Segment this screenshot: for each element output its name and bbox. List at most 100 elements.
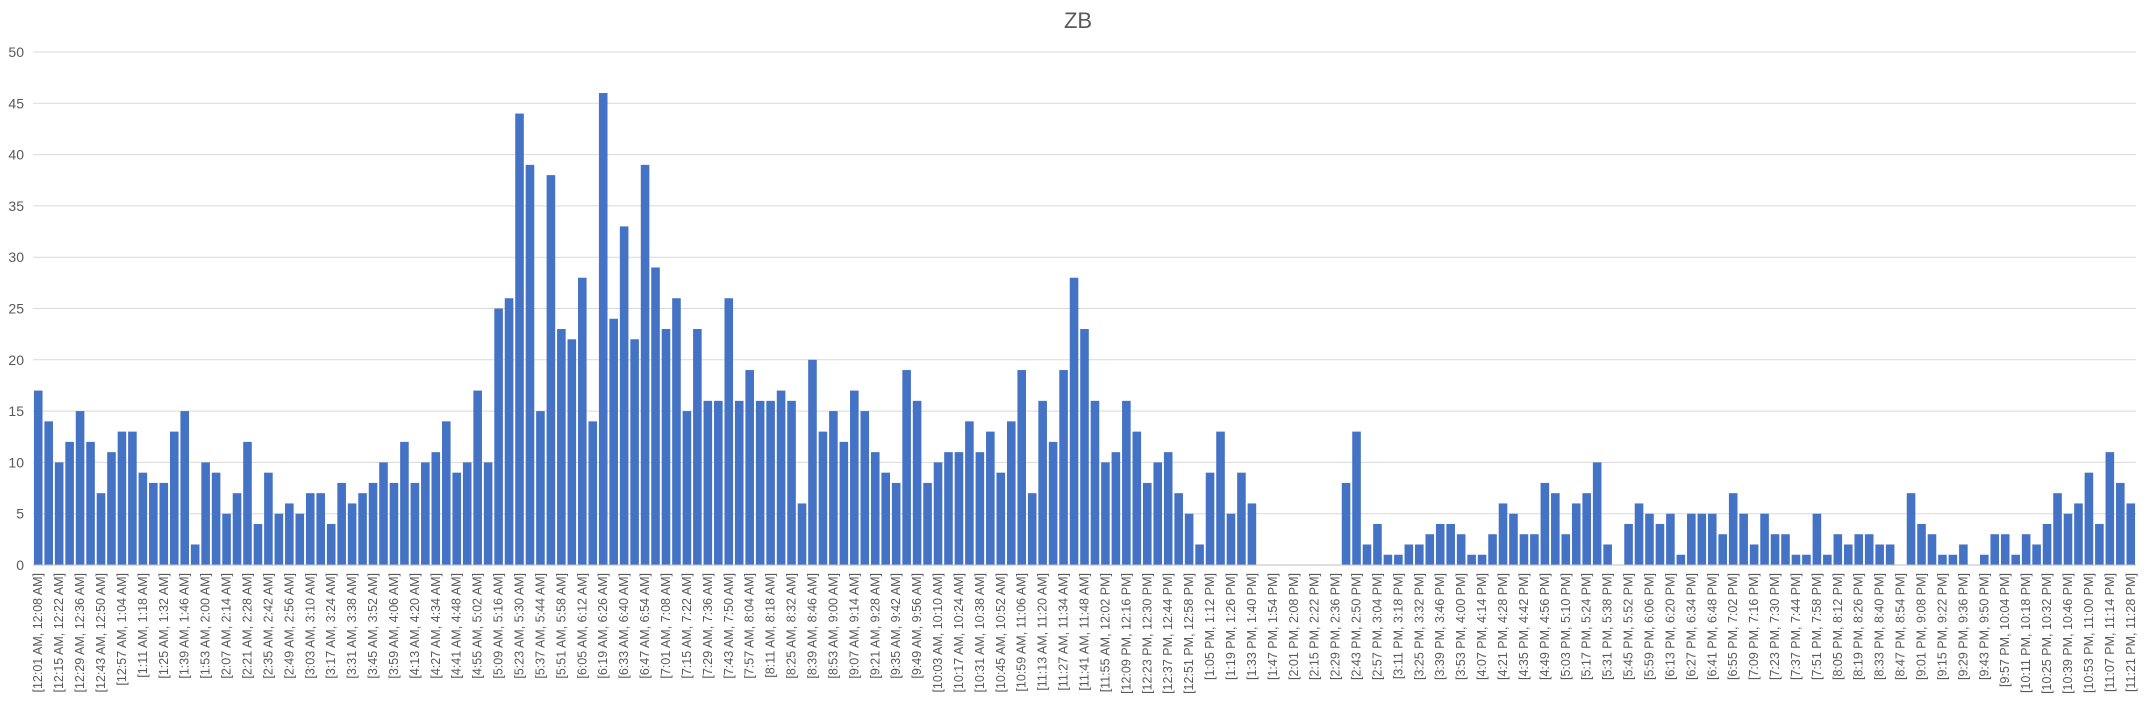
bar — [1352, 431, 1361, 565]
x-tick-label: [2:49 AM, 2:56 AM] — [282, 573, 296, 679]
bar — [536, 411, 545, 565]
bar — [734, 400, 744, 565]
bar — [724, 298, 734, 565]
bars — [33, 93, 2136, 566]
bar — [243, 441, 252, 565]
bar — [253, 523, 263, 565]
bar — [923, 482, 932, 565]
bar — [128, 431, 137, 565]
x-tick-label: [12:37 PM, 12:44 PM] — [1161, 573, 1175, 694]
y-tick-label: 25 — [8, 301, 24, 317]
bar — [316, 493, 326, 565]
x-tick-label: [8:39 AM, 8:46 AM] — [805, 573, 819, 679]
bar — [1770, 534, 1780, 565]
bar — [2000, 534, 2010, 565]
x-tick-label: [5:59 PM, 6:06 PM] — [1642, 573, 1656, 680]
x-tick-label: [2:29 PM, 2:36 PM] — [1329, 573, 1343, 680]
bar — [1655, 523, 1665, 565]
x-tick-label: [4:07 PM, 4:14 PM] — [1475, 573, 1489, 680]
bar — [107, 452, 116, 565]
bar — [2074, 503, 2083, 565]
x-tick-label: [9:21 AM, 9:28 AM] — [868, 573, 882, 679]
bar — [201, 462, 210, 565]
bar — [1122, 400, 1131, 565]
y-tick-label: 10 — [8, 454, 24, 470]
x-tick-label: [9:57 PM, 10:04 PM] — [1998, 573, 2012, 687]
bar — [808, 359, 817, 565]
x-tick-label: [5:37 AM, 5:44 AM] — [533, 573, 547, 679]
bar — [1791, 554, 1801, 565]
bar — [211, 472, 221, 565]
x-tick-label: [5:23 AM, 5:30 AM] — [513, 573, 527, 679]
bar — [902, 370, 911, 565]
bar — [54, 462, 64, 565]
bar — [1153, 462, 1163, 565]
bar — [1676, 554, 1686, 565]
bar — [1404, 544, 1414, 565]
x-tick-label: [12:15 AM, 12:22 AM] — [52, 573, 66, 693]
bar — [986, 431, 995, 565]
x-tick-label: [2:07 AM, 2:14 AM] — [220, 573, 234, 679]
y-tick-label: 30 — [8, 249, 24, 265]
bar — [462, 462, 472, 565]
bar — [169, 431, 179, 565]
bar — [1341, 482, 1351, 565]
x-tick-label: [2:57 PM, 3:04 PM] — [1370, 573, 1384, 680]
bar — [2032, 544, 2041, 565]
bar — [138, 472, 148, 565]
bar — [1561, 534, 1571, 565]
bar — [75, 411, 85, 565]
bar — [1509, 513, 1518, 565]
bar — [1823, 554, 1832, 565]
bar — [222, 513, 231, 565]
bar — [787, 400, 796, 565]
chart-title: ZB — [1063, 8, 1093, 33]
x-tick-label: [7:57 AM, 8:04 AM] — [743, 573, 757, 679]
bar — [1802, 554, 1811, 565]
x-tick-label: [4:41 AM, 4:48 AM] — [450, 573, 464, 679]
bar — [1006, 421, 1016, 565]
bar — [630, 339, 639, 565]
bar — [1216, 431, 1225, 565]
bar — [347, 503, 357, 565]
y-tick-label: 40 — [8, 147, 24, 163]
bar — [1707, 513, 1717, 565]
bar — [1247, 503, 1257, 565]
x-tick-label: [12:29 AM, 12:36 AM] — [73, 573, 87, 693]
x-tick-label: [2:01 PM, 2:08 PM] — [1287, 573, 1301, 680]
bar — [117, 431, 127, 565]
bar — [1017, 370, 1027, 565]
bar — [1205, 472, 1215, 565]
bar — [1760, 513, 1769, 565]
bar — [1435, 523, 1445, 565]
bar — [860, 411, 870, 565]
bar — [891, 482, 901, 565]
bar — [1477, 554, 1487, 565]
bar — [1582, 493, 1591, 565]
y-tick-label: 5 — [16, 506, 24, 522]
bar — [1571, 503, 1581, 565]
bar — [1592, 462, 1602, 565]
bar — [619, 226, 629, 566]
bar — [1080, 329, 1089, 565]
x-tick-label: [5:17 PM, 5:24 PM] — [1580, 573, 1594, 680]
bar — [2126, 503, 2136, 565]
bar — [1090, 400, 1100, 565]
bar — [2063, 513, 2073, 565]
bar — [661, 329, 671, 565]
bar — [1488, 534, 1497, 565]
bar — [954, 452, 964, 565]
bar — [672, 298, 681, 565]
bar — [755, 400, 765, 565]
x-tick-label: [11:41 AM, 11:48 AM] — [1078, 573, 1092, 691]
bar — [703, 400, 713, 565]
bar — [578, 277, 587, 565]
x-tick-label: [9:15 PM, 9:22 PM] — [1935, 573, 1949, 680]
bar — [850, 390, 859, 565]
x-tick-label: [11:21 PM, 11:28 PM] — [2124, 573, 2138, 692]
bar — [1394, 554, 1403, 565]
bar — [1069, 277, 1079, 565]
bar — [1739, 513, 1748, 565]
x-tick-label: [6:41 PM, 6:48 PM] — [1705, 573, 1719, 680]
